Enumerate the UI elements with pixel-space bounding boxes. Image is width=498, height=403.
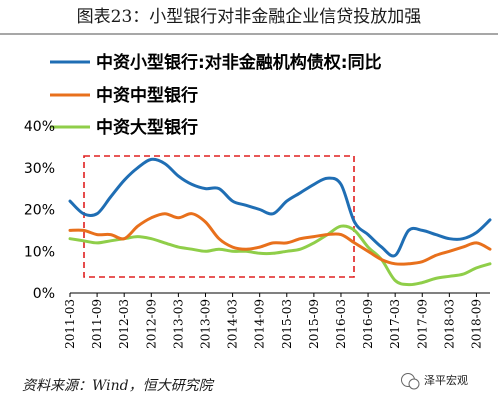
y-tick-label: 20% (24, 203, 55, 219)
x-tick-label: 2011-03 (63, 299, 77, 349)
watermark-text: 泽平宏观 (424, 373, 468, 387)
highlight-annotation-box (83, 155, 355, 278)
x-tick-label: 2018-03 (442, 299, 456, 349)
x-tick-label: 2015-09 (307, 299, 321, 349)
x-tick-label: 2013-03 (171, 299, 185, 349)
y-tick-label: 30% (24, 161, 55, 177)
x-tick-label: 2014-09 (253, 299, 267, 349)
x-tick-label: 2011-09 (90, 299, 104, 349)
series-line (68, 212, 492, 266)
x-tick-label: 2012-03 (117, 299, 131, 349)
plot-lines (68, 157, 492, 287)
series-line (68, 224, 492, 287)
y-axis-ticks: 0% 10% 20% 30% 40% (24, 119, 55, 302)
chart-title: 图表23：小型银行对非金融企业信贷投放加强 (77, 7, 422, 27)
x-axis: 2011-03 2011-09 2012-03 2012-09 2013-03 2013-… (63, 292, 490, 349)
source-note: 资料来源：Wind，恒大研究院 (22, 378, 215, 394)
x-tick-label: 2014-03 (226, 299, 240, 349)
x-tick-label: 2016-09 (361, 299, 375, 349)
legend-label: 中资中型银行 (96, 85, 198, 106)
wechat-icon-bubble (408, 378, 420, 390)
legend-label: 中资大型银行 (96, 117, 198, 138)
x-tick-label: 2015-03 (280, 299, 294, 349)
series-line (68, 157, 492, 258)
y-tick-label: 0% (33, 286, 55, 302)
legend-label: 中资小型银行:对非金融机构债权:同比 (96, 52, 382, 73)
x-tick-label: 2016-03 (334, 299, 348, 349)
watermark: 泽平宏观 (401, 373, 468, 390)
x-tick-label: 2013-09 (198, 299, 212, 349)
y-tick-label: 10% (24, 244, 55, 260)
y-tick-label: 40% (24, 119, 55, 135)
x-tick-label: 2018-09 (469, 299, 483, 349)
x-tick-label: 2017-09 (415, 299, 429, 349)
x-tick-label: 2017-03 (388, 299, 402, 349)
x-tick-label: 2012-09 (144, 299, 158, 349)
